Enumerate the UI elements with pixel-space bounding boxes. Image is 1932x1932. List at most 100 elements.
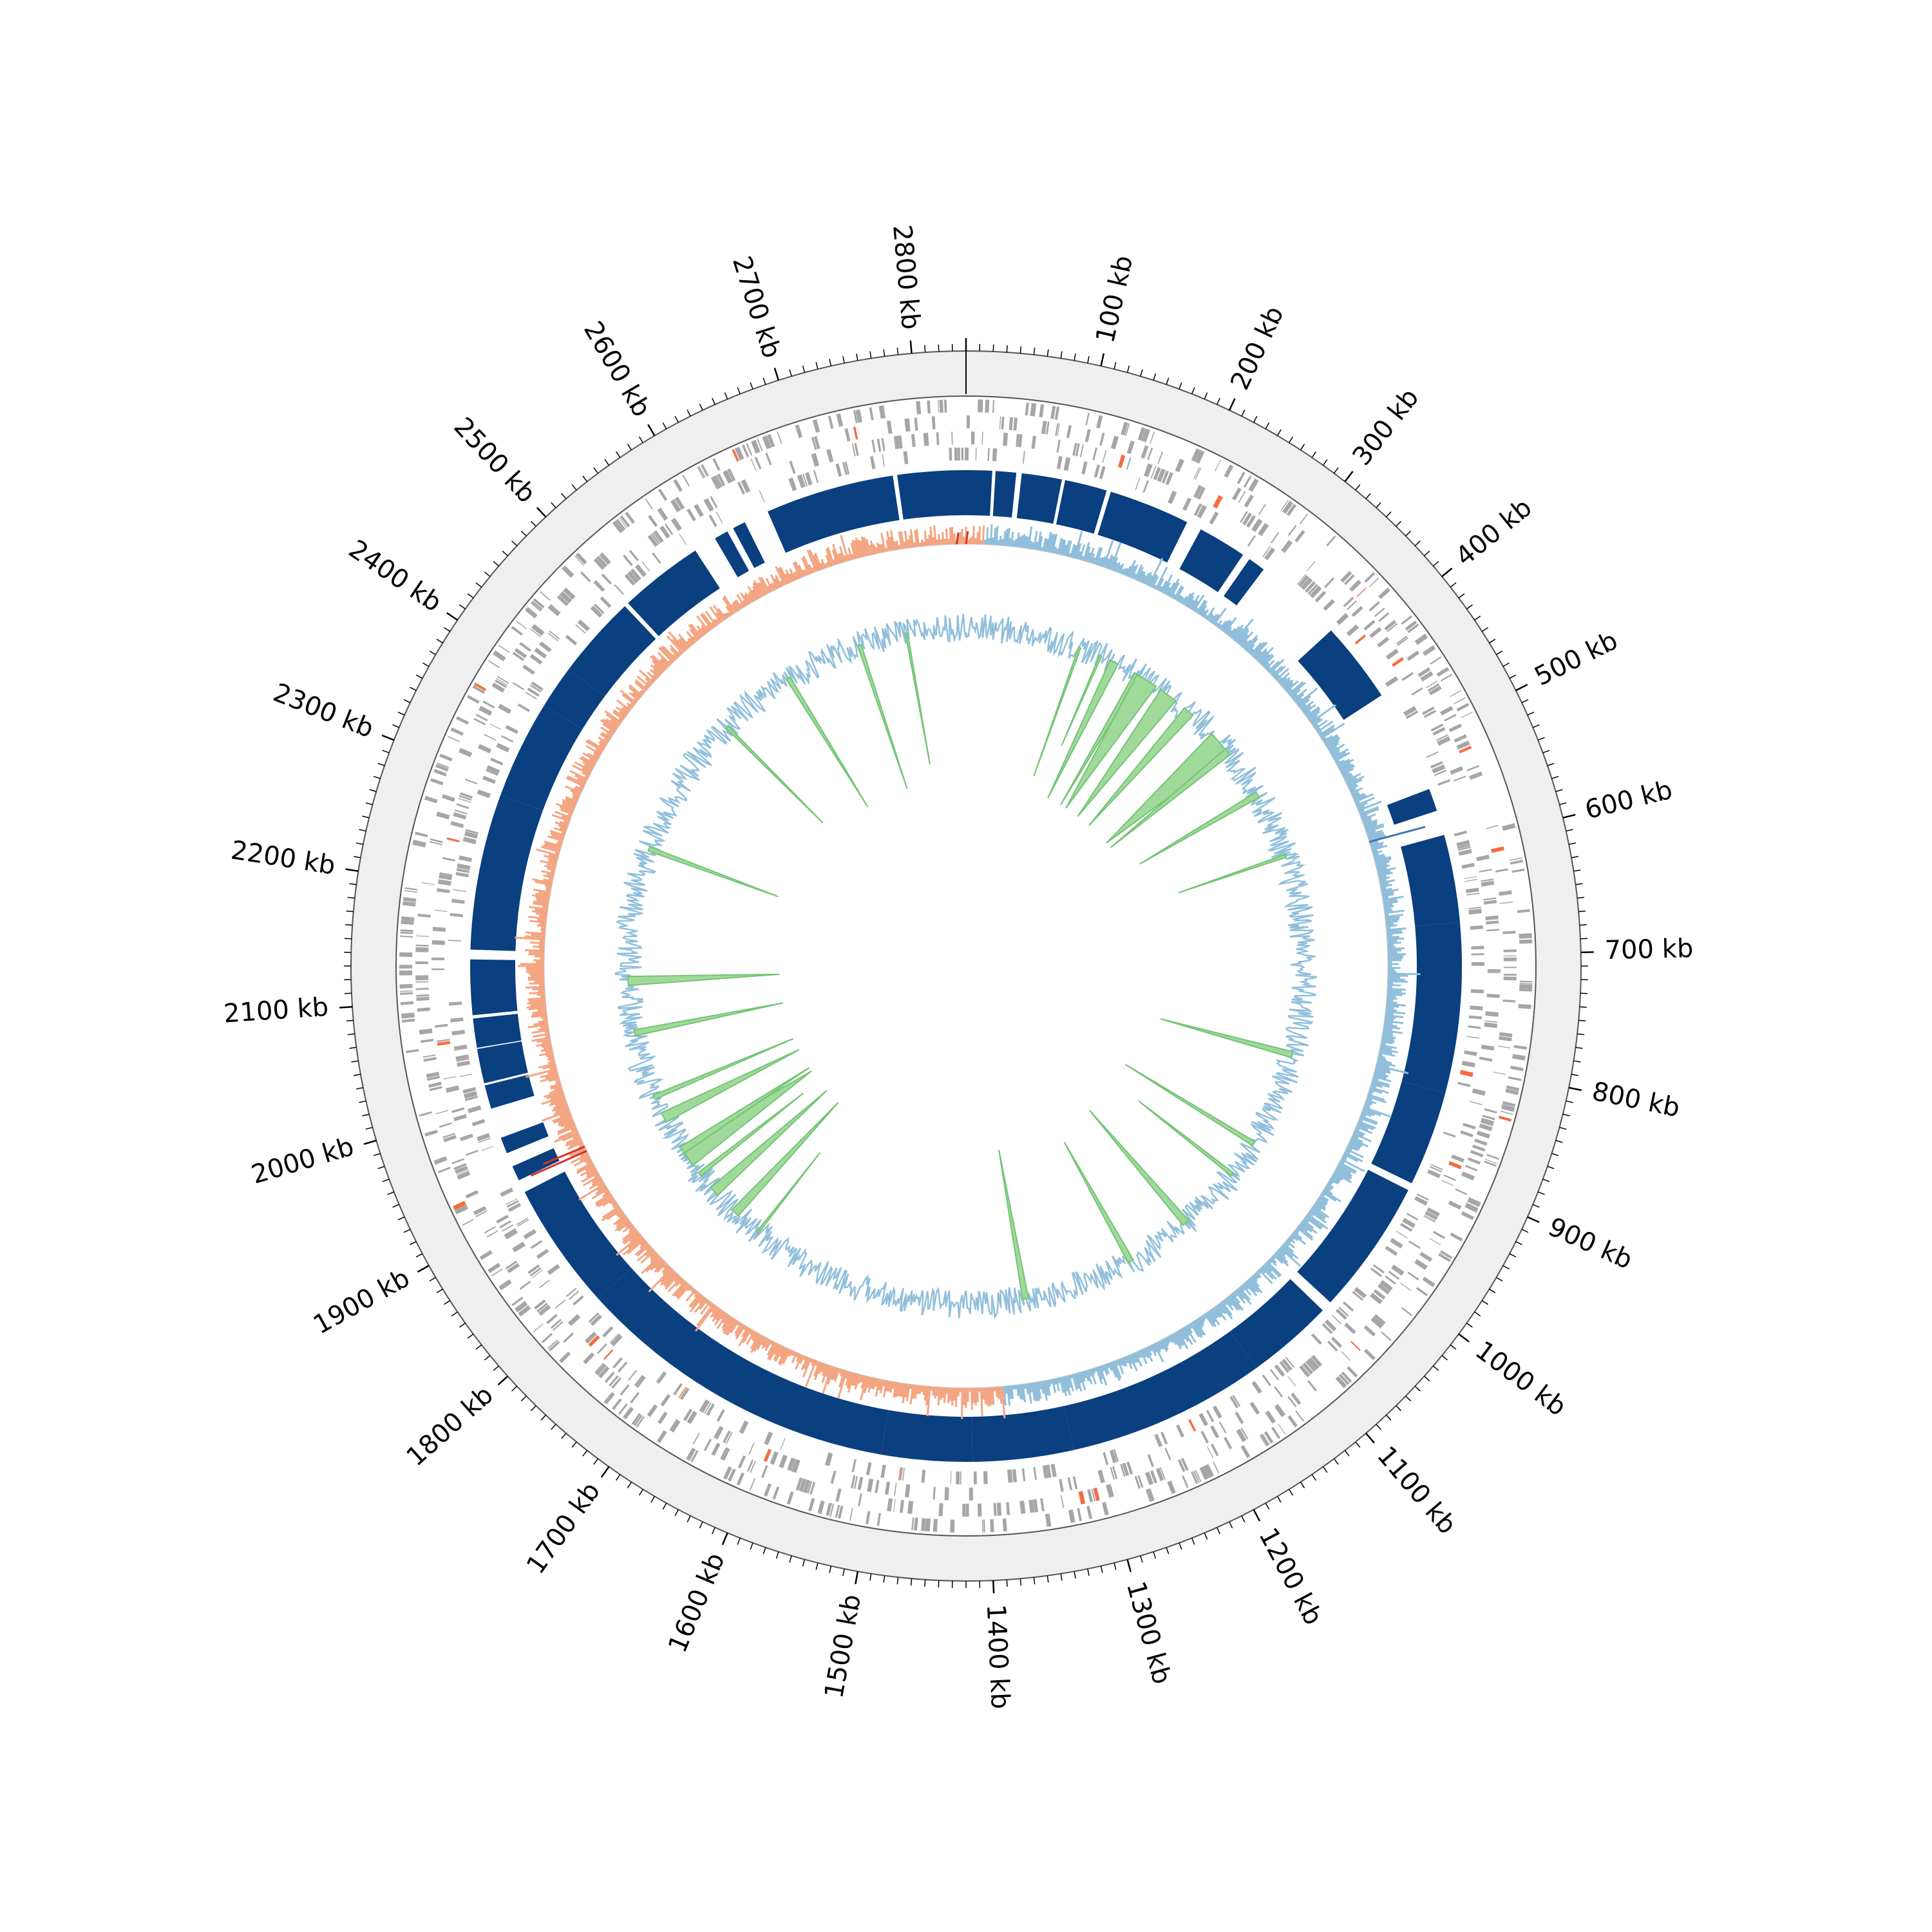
feature-mark xyxy=(1324,1320,1337,1332)
feature-mark xyxy=(737,1455,746,1469)
minor-tick xyxy=(1575,1046,1583,1049)
feature-mark xyxy=(1346,600,1357,611)
feature-mark xyxy=(1466,1036,1480,1039)
feature-mark xyxy=(1506,1085,1520,1092)
feature-mark xyxy=(629,549,639,562)
feature-mark xyxy=(1326,535,1336,547)
feature-mark xyxy=(1018,434,1023,448)
minor-tick xyxy=(484,571,491,577)
feature-mark xyxy=(1396,1231,1408,1238)
feature-mark xyxy=(826,1502,832,1516)
feature-mark xyxy=(1374,1314,1386,1325)
minor-tick xyxy=(593,1458,599,1465)
minor-tick xyxy=(1140,369,1143,377)
feature-mark xyxy=(1406,710,1419,719)
minor-tick xyxy=(1405,1396,1412,1402)
feature-mark xyxy=(466,1150,478,1156)
feature-mark xyxy=(634,564,647,577)
feature-mark xyxy=(723,1466,732,1480)
feature-mark xyxy=(723,469,733,484)
feature-mark xyxy=(1461,1211,1475,1220)
feature-mark xyxy=(1193,467,1200,479)
feature-mark xyxy=(828,415,834,429)
feature-mark xyxy=(787,1457,796,1472)
feature-mark xyxy=(1294,530,1305,543)
feature-mark xyxy=(399,952,413,957)
feature-mark xyxy=(656,1430,667,1443)
feature-mark xyxy=(1262,1374,1272,1387)
feature-mark xyxy=(1251,1381,1262,1394)
feature-mark xyxy=(1500,1110,1513,1115)
minor-tick xyxy=(627,444,632,451)
gc-content-dip xyxy=(724,724,824,824)
feature-mark xyxy=(617,1361,628,1373)
feature-mark xyxy=(1495,868,1508,873)
feature-mark xyxy=(630,1392,640,1404)
minor-tick xyxy=(1396,1405,1402,1412)
feature-mark xyxy=(486,1230,498,1238)
feature-mark xyxy=(1309,585,1322,598)
feature-mark xyxy=(1279,1361,1290,1373)
feature-mark xyxy=(448,940,462,942)
feature-mark xyxy=(484,1226,497,1234)
feature-mark xyxy=(593,580,605,592)
feature-mark xyxy=(1287,1415,1298,1428)
feature-mark xyxy=(770,1451,779,1465)
feature-mark xyxy=(938,400,940,413)
minor-tick xyxy=(1424,1376,1430,1381)
minor-tick xyxy=(1489,1289,1496,1294)
feature-mark xyxy=(1502,999,1516,1003)
feature-mark xyxy=(616,518,626,531)
feature-mark xyxy=(690,1450,699,1463)
feature-mark xyxy=(1503,955,1517,957)
feature-mark xyxy=(620,1384,630,1396)
minor-tick xyxy=(1489,638,1496,643)
feature-mark xyxy=(594,1363,604,1374)
feature-mark xyxy=(1007,1469,1013,1483)
minor-tick xyxy=(842,1568,845,1577)
feature-mark xyxy=(590,605,603,618)
feature-mark xyxy=(546,1314,558,1325)
minor-tick xyxy=(662,1502,667,1510)
minor-tick xyxy=(616,451,621,458)
block-segment xyxy=(1230,1279,1323,1368)
feature-mark xyxy=(1423,1216,1435,1223)
feature-mark xyxy=(401,1012,415,1019)
feature-mark xyxy=(609,1375,619,1387)
feature-mark xyxy=(453,889,466,892)
feature-mark xyxy=(538,641,552,652)
minor-tick xyxy=(1414,540,1421,547)
feature-mark xyxy=(1042,1465,1048,1479)
feature-mark xyxy=(1282,500,1294,514)
feature-mark xyxy=(464,1095,478,1101)
major-tick xyxy=(497,1375,509,1386)
feature-mark xyxy=(992,399,995,413)
minor-tick xyxy=(1289,436,1294,443)
feature-mark xyxy=(670,499,681,513)
feature-mark xyxy=(491,1268,503,1277)
feature-mark xyxy=(687,508,696,522)
feature-mark xyxy=(795,424,803,439)
position-label: 700 kb xyxy=(1604,934,1694,965)
feature-mark xyxy=(1502,1101,1516,1108)
feature-mark xyxy=(1503,949,1517,952)
position-ticks xyxy=(339,338,1594,1594)
feature-mark xyxy=(534,1299,546,1310)
gc-content-dip xyxy=(857,643,908,790)
feature-mark xyxy=(750,459,757,471)
feature-mark xyxy=(426,1072,440,1079)
feature-mark xyxy=(529,1267,542,1277)
feature-mark xyxy=(1145,1472,1154,1486)
feature-mark xyxy=(1175,459,1184,473)
feature-mark xyxy=(1197,486,1206,500)
gc-skew-negative xyxy=(515,525,1006,1419)
minor-tick xyxy=(1566,1100,1573,1103)
feature-mark xyxy=(559,1351,571,1363)
feature-mark xyxy=(1451,1154,1464,1163)
feature-mark xyxy=(400,929,413,933)
feature-mark xyxy=(1022,451,1025,464)
feature-mark xyxy=(588,1312,600,1323)
feature-mark xyxy=(746,443,753,456)
position-label: 1400 kb xyxy=(981,1604,1015,1710)
